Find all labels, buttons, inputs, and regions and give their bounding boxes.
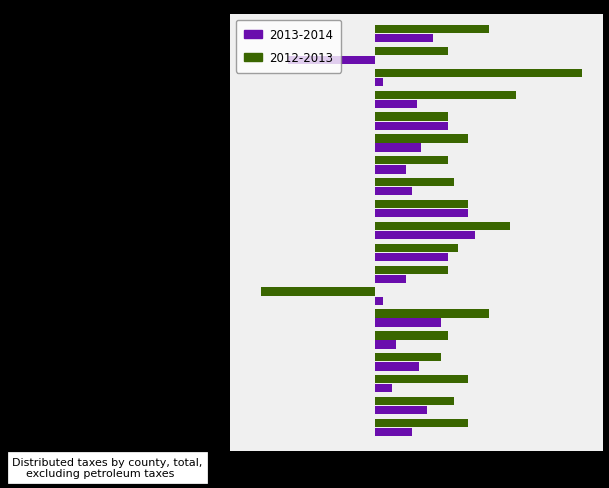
Bar bbox=[375, 244, 458, 252]
Bar bbox=[375, 275, 406, 284]
Bar bbox=[261, 288, 375, 296]
Bar bbox=[375, 297, 384, 305]
Bar bbox=[375, 253, 448, 262]
Bar bbox=[375, 157, 448, 165]
Bar bbox=[375, 35, 433, 43]
Bar bbox=[375, 231, 474, 240]
Bar bbox=[375, 135, 468, 143]
Bar bbox=[375, 26, 489, 34]
Bar bbox=[375, 188, 412, 196]
Bar bbox=[375, 375, 468, 384]
Bar bbox=[375, 363, 418, 371]
Bar bbox=[375, 428, 412, 436]
Bar bbox=[375, 201, 468, 209]
Bar bbox=[375, 113, 448, 122]
Bar bbox=[375, 48, 448, 56]
Text: Distributed taxes by county, total,
    excluding petroleum taxes: Distributed taxes by county, total, excl… bbox=[12, 457, 203, 478]
Bar bbox=[375, 406, 427, 414]
Bar bbox=[375, 69, 582, 78]
Bar bbox=[375, 101, 417, 109]
Bar bbox=[375, 341, 396, 349]
Bar bbox=[375, 79, 384, 87]
Legend: 2013-2014, 2012-2013: 2013-2014, 2012-2013 bbox=[236, 20, 342, 74]
Bar bbox=[375, 266, 448, 274]
Bar bbox=[375, 166, 406, 174]
Bar bbox=[288, 57, 375, 65]
Bar bbox=[375, 144, 421, 152]
Bar bbox=[375, 122, 448, 131]
Bar bbox=[375, 385, 392, 393]
Bar bbox=[375, 179, 454, 187]
Bar bbox=[375, 397, 454, 406]
Bar bbox=[375, 223, 510, 231]
Bar bbox=[375, 310, 489, 318]
Bar bbox=[375, 210, 468, 218]
Bar bbox=[375, 419, 468, 427]
Bar bbox=[375, 319, 442, 327]
Bar bbox=[375, 353, 442, 362]
Bar bbox=[375, 331, 448, 340]
Bar bbox=[375, 91, 516, 100]
